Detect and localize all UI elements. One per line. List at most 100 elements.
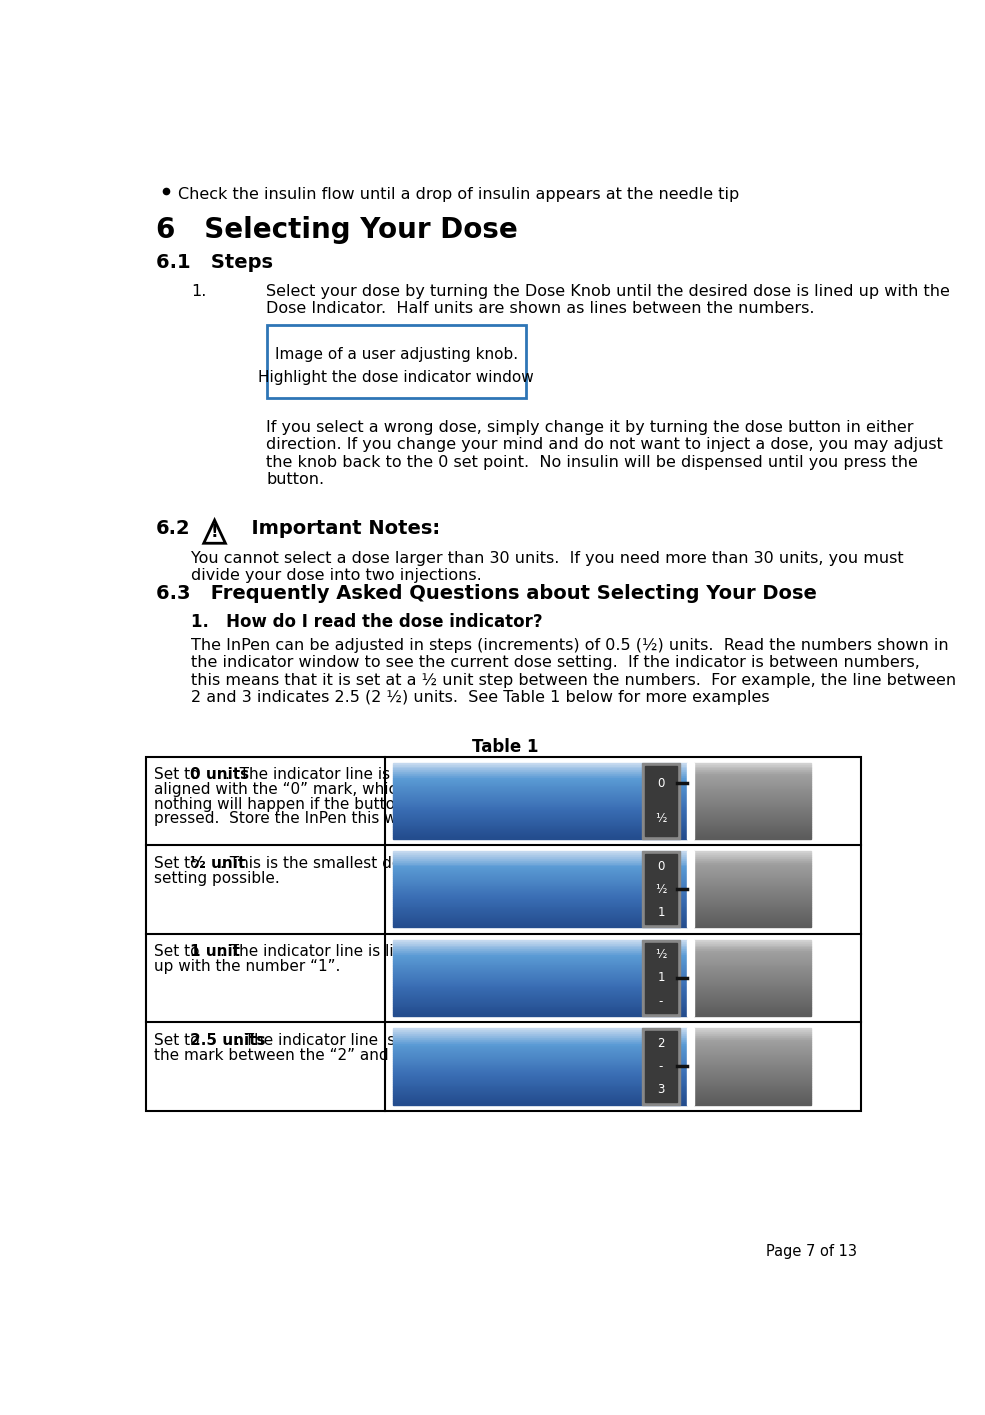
Bar bbox=[393, 1041, 688, 1044]
Bar bbox=[393, 877, 688, 880]
Text: Highlight the dose indicator window: Highlight the dose indicator window bbox=[258, 369, 534, 385]
Bar bbox=[693, 918, 811, 920]
Bar bbox=[693, 940, 811, 942]
Bar bbox=[693, 869, 811, 870]
Bar bbox=[393, 940, 688, 942]
Bar bbox=[693, 865, 811, 866]
Bar bbox=[393, 780, 688, 781]
Bar bbox=[393, 808, 688, 811]
Bar bbox=[693, 805, 811, 807]
Bar bbox=[393, 764, 688, 767]
Bar bbox=[693, 957, 811, 959]
Bar bbox=[693, 814, 811, 816]
Bar bbox=[693, 979, 811, 982]
Bar bbox=[393, 1029, 688, 1030]
Text: Check the insulin flow until a drop of insulin appears at the needle tip: Check the insulin flow until a drop of i… bbox=[178, 187, 740, 202]
Bar bbox=[393, 838, 688, 839]
Bar bbox=[693, 1010, 811, 1012]
Bar bbox=[393, 794, 688, 795]
Bar bbox=[393, 951, 688, 954]
Bar bbox=[393, 1012, 688, 1015]
Bar bbox=[693, 1030, 811, 1032]
Bar bbox=[393, 1085, 688, 1088]
Bar bbox=[393, 816, 688, 818]
Bar bbox=[693, 764, 811, 767]
Bar bbox=[393, 995, 688, 998]
Text: nothing will happen if the button is: nothing will happen if the button is bbox=[154, 797, 422, 812]
Bar bbox=[693, 913, 811, 914]
Text: . This is the smallest dose: . This is the smallest dose bbox=[220, 856, 419, 870]
Bar bbox=[693, 790, 811, 791]
Text: -: - bbox=[659, 1060, 663, 1073]
Bar bbox=[693, 1015, 811, 1016]
Bar bbox=[693, 1067, 811, 1068]
Bar bbox=[641, 940, 681, 1016]
Bar bbox=[693, 874, 811, 876]
Bar bbox=[393, 1094, 688, 1095]
Bar bbox=[693, 988, 811, 989]
Bar bbox=[393, 770, 688, 773]
Bar bbox=[393, 1073, 688, 1074]
Text: You cannot select a dose larger than 30 units.  If you need more than 30 units, : You cannot select a dose larger than 30 … bbox=[191, 550, 904, 583]
Bar bbox=[393, 773, 688, 774]
Bar bbox=[693, 763, 811, 764]
Bar bbox=[693, 872, 811, 874]
Bar bbox=[693, 791, 811, 794]
Bar bbox=[393, 988, 688, 989]
Bar bbox=[693, 818, 811, 819]
Bar bbox=[393, 1058, 688, 1061]
Bar bbox=[393, 1010, 688, 1012]
Bar bbox=[393, 767, 688, 768]
Bar bbox=[393, 1056, 688, 1057]
Bar bbox=[393, 869, 688, 870]
Text: the mark between the “2” and “3”.: the mark between the “2” and “3”. bbox=[154, 1047, 424, 1063]
Bar bbox=[693, 1041, 811, 1044]
Bar bbox=[693, 1064, 811, 1067]
Text: ½: ½ bbox=[655, 948, 667, 961]
Text: !: ! bbox=[211, 524, 219, 541]
Bar bbox=[393, 1034, 688, 1036]
Bar bbox=[393, 791, 688, 794]
Bar bbox=[693, 828, 811, 829]
Bar bbox=[693, 1095, 811, 1097]
Bar bbox=[393, 1084, 688, 1085]
Bar bbox=[693, 857, 811, 859]
Bar bbox=[393, 1005, 688, 1006]
Text: 1: 1 bbox=[657, 906, 665, 920]
Bar bbox=[693, 908, 811, 910]
Bar bbox=[393, 1074, 688, 1075]
Bar bbox=[393, 999, 688, 1000]
Bar bbox=[393, 896, 688, 897]
Text: up with the number “1”.: up with the number “1”. bbox=[154, 959, 341, 974]
Bar bbox=[693, 1009, 811, 1010]
Bar bbox=[393, 1102, 688, 1105]
Bar bbox=[693, 959, 811, 961]
Bar bbox=[693, 1058, 811, 1061]
Bar bbox=[693, 907, 811, 908]
Bar bbox=[393, 920, 688, 921]
Bar bbox=[693, 961, 811, 962]
Bar bbox=[693, 1029, 811, 1030]
Bar bbox=[693, 1040, 811, 1041]
Bar bbox=[393, 959, 688, 961]
Bar bbox=[693, 1057, 811, 1058]
Bar bbox=[393, 883, 688, 886]
Bar bbox=[693, 775, 811, 778]
Bar bbox=[393, 1050, 688, 1051]
Bar bbox=[693, 962, 811, 965]
Bar bbox=[393, 949, 688, 951]
Bar bbox=[693, 1063, 811, 1064]
Bar bbox=[393, 1051, 688, 1053]
Bar bbox=[393, 807, 688, 808]
Bar bbox=[693, 992, 811, 993]
Bar bbox=[393, 897, 688, 899]
Bar bbox=[393, 853, 688, 855]
Bar bbox=[393, 1036, 688, 1037]
Bar bbox=[693, 882, 811, 883]
Bar bbox=[393, 1000, 688, 1003]
Bar bbox=[693, 904, 811, 907]
Bar bbox=[641, 1029, 681, 1105]
Bar bbox=[393, 855, 688, 857]
Bar bbox=[393, 799, 688, 801]
Text: ½: ½ bbox=[655, 812, 667, 825]
